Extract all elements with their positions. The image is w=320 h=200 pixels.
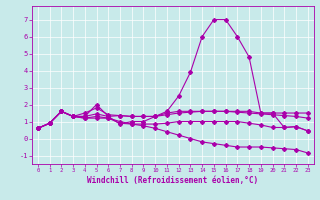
X-axis label: Windchill (Refroidissement éolien,°C): Windchill (Refroidissement éolien,°C) bbox=[87, 176, 258, 185]
